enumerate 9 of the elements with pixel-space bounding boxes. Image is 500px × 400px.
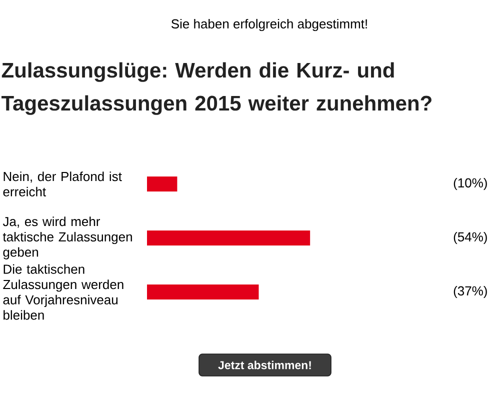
data-label: (10%) [454, 178, 487, 190]
text: Sie haben erfolgreich abgestimmt! [171, 18, 367, 32]
y-tick-label: Nein, der Plafond ist erreicht [3, 172, 122, 196]
chart-title: Zulassungslüge: Werden die Kurz- und Tageszulassungen 2015 weiter zunehmen? [1, 62, 432, 115]
data-label: (54%) [454, 232, 487, 244]
y-tick-label: Die taktischen Zulassungen werden auf Vorjahresniveau bleiben [3, 264, 124, 320]
y-tick-label: Ja, es wird mehr taktische Zulassungen geben [2, 216, 132, 260]
text: Jetzt abstimmen! [218, 360, 311, 370]
data-label: (37%) [454, 286, 487, 298]
